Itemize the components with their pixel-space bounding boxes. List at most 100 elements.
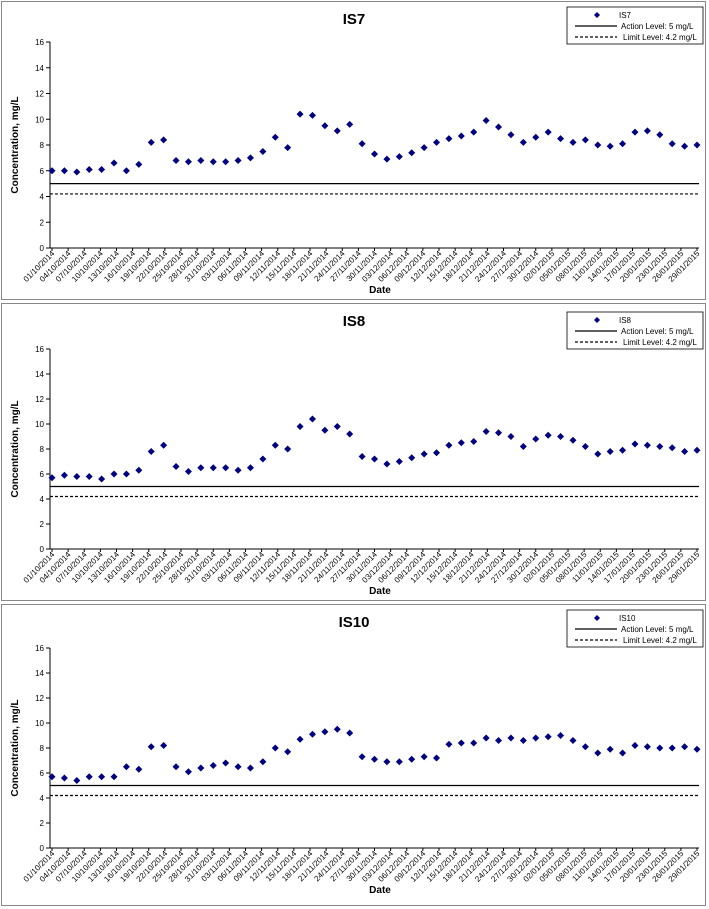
data-point <box>594 141 602 149</box>
legend-marker <box>594 615 600 621</box>
data-point <box>296 110 304 118</box>
data-point <box>532 435 540 443</box>
data-point <box>271 744 279 752</box>
data-point <box>631 128 639 136</box>
data-point <box>85 473 93 480</box>
chart-panel-is7: IS7 Concentration, mg/L 0 2 4 6 8 10 12 14 16 01/10… <box>1 1 706 300</box>
data-point <box>48 167 56 175</box>
y-tick-label: 8 <box>40 141 45 150</box>
data-point <box>333 423 341 430</box>
data-point <box>557 135 565 143</box>
y-tick-label: 16 <box>35 644 44 653</box>
data-point <box>346 120 354 128</box>
data-point <box>234 466 242 474</box>
data-point <box>271 441 279 449</box>
legend-action-label: Action Level: 5 mg/L <box>621 327 694 336</box>
data-point <box>160 441 168 449</box>
data-point <box>259 455 267 463</box>
data-point <box>470 739 478 747</box>
data-point <box>358 453 366 460</box>
data-point <box>234 156 242 164</box>
data-point <box>172 156 180 164</box>
y-tick-label: 6 <box>40 167 45 176</box>
data-point <box>98 475 106 483</box>
y-tick-label: 12 <box>35 90 44 99</box>
data-point <box>222 759 230 767</box>
data-point <box>110 470 118 478</box>
data-point <box>631 742 639 749</box>
data-point <box>147 448 155 455</box>
data-point <box>73 777 81 784</box>
y-tick-label: 2 <box>40 218 45 227</box>
data-point <box>445 441 453 449</box>
data-point <box>408 755 416 763</box>
data-point <box>308 111 316 119</box>
data-point <box>445 740 453 748</box>
data-point <box>681 743 689 751</box>
data-point <box>532 133 540 141</box>
data-point <box>296 735 304 743</box>
data-point <box>433 449 441 457</box>
chart-panel-is8: IS8 Concentration, mg/L 0 2 4 6 8 10 12 14 16 01/10… <box>1 303 706 601</box>
y-tick-label: 10 <box>35 719 44 728</box>
data-point <box>445 135 453 143</box>
data-point <box>457 132 465 140</box>
y-tick-label: 14 <box>35 669 44 678</box>
data-point <box>321 728 329 736</box>
data-point <box>383 460 391 468</box>
data-point <box>581 443 589 450</box>
data-point <box>557 732 565 739</box>
data-point <box>544 128 552 136</box>
data-point <box>122 763 130 771</box>
legend-series-label: IS7 <box>619 11 632 20</box>
data-point <box>60 167 68 175</box>
data-point <box>544 431 552 439</box>
y-tick-label: 2 <box>40 520 45 529</box>
x-axis-label: Date <box>369 285 391 296</box>
y-axis-label: Concentration, mg/L <box>10 96 21 193</box>
y-tick-label: 8 <box>40 445 45 454</box>
data-point <box>346 430 354 438</box>
y-tick-label: 16 <box>35 38 44 47</box>
data-point <box>681 142 689 150</box>
data-point <box>209 762 217 769</box>
data-point <box>284 748 292 756</box>
data-point <box>606 142 614 150</box>
data-point <box>358 140 366 148</box>
data-point <box>371 150 378 158</box>
y-tick-label: 8 <box>40 744 45 753</box>
data-point <box>60 774 68 782</box>
data-point <box>519 737 527 744</box>
data-point <box>532 734 540 742</box>
data-point <box>557 433 565 440</box>
data-point <box>122 167 130 175</box>
chart-title: IS10 <box>339 614 370 631</box>
data-point <box>358 753 366 761</box>
data-point <box>507 131 515 139</box>
data-point <box>457 739 465 747</box>
data-point <box>581 136 589 144</box>
data-point <box>73 168 81 176</box>
data-point <box>383 758 391 766</box>
data-point <box>519 138 527 146</box>
data-point <box>135 466 143 474</box>
chart-title: IS7 <box>343 11 366 28</box>
data-point <box>656 744 664 752</box>
y-axis-label: Concentration, mg/L <box>10 699 21 796</box>
legend-action-label: Action Level: 5 mg/L <box>621 625 694 634</box>
data-point <box>98 165 106 173</box>
data-point <box>668 140 676 148</box>
data-point <box>371 455 378 463</box>
data-point <box>544 733 552 741</box>
data-point <box>693 446 701 454</box>
data-point <box>482 117 490 125</box>
y-tick-label: 4 <box>40 495 45 504</box>
y-tick-label: 0 <box>40 844 45 853</box>
data-point <box>420 753 428 761</box>
data-point <box>569 138 577 146</box>
data-point <box>470 438 478 445</box>
data-point <box>234 763 242 771</box>
data-point <box>246 154 254 162</box>
